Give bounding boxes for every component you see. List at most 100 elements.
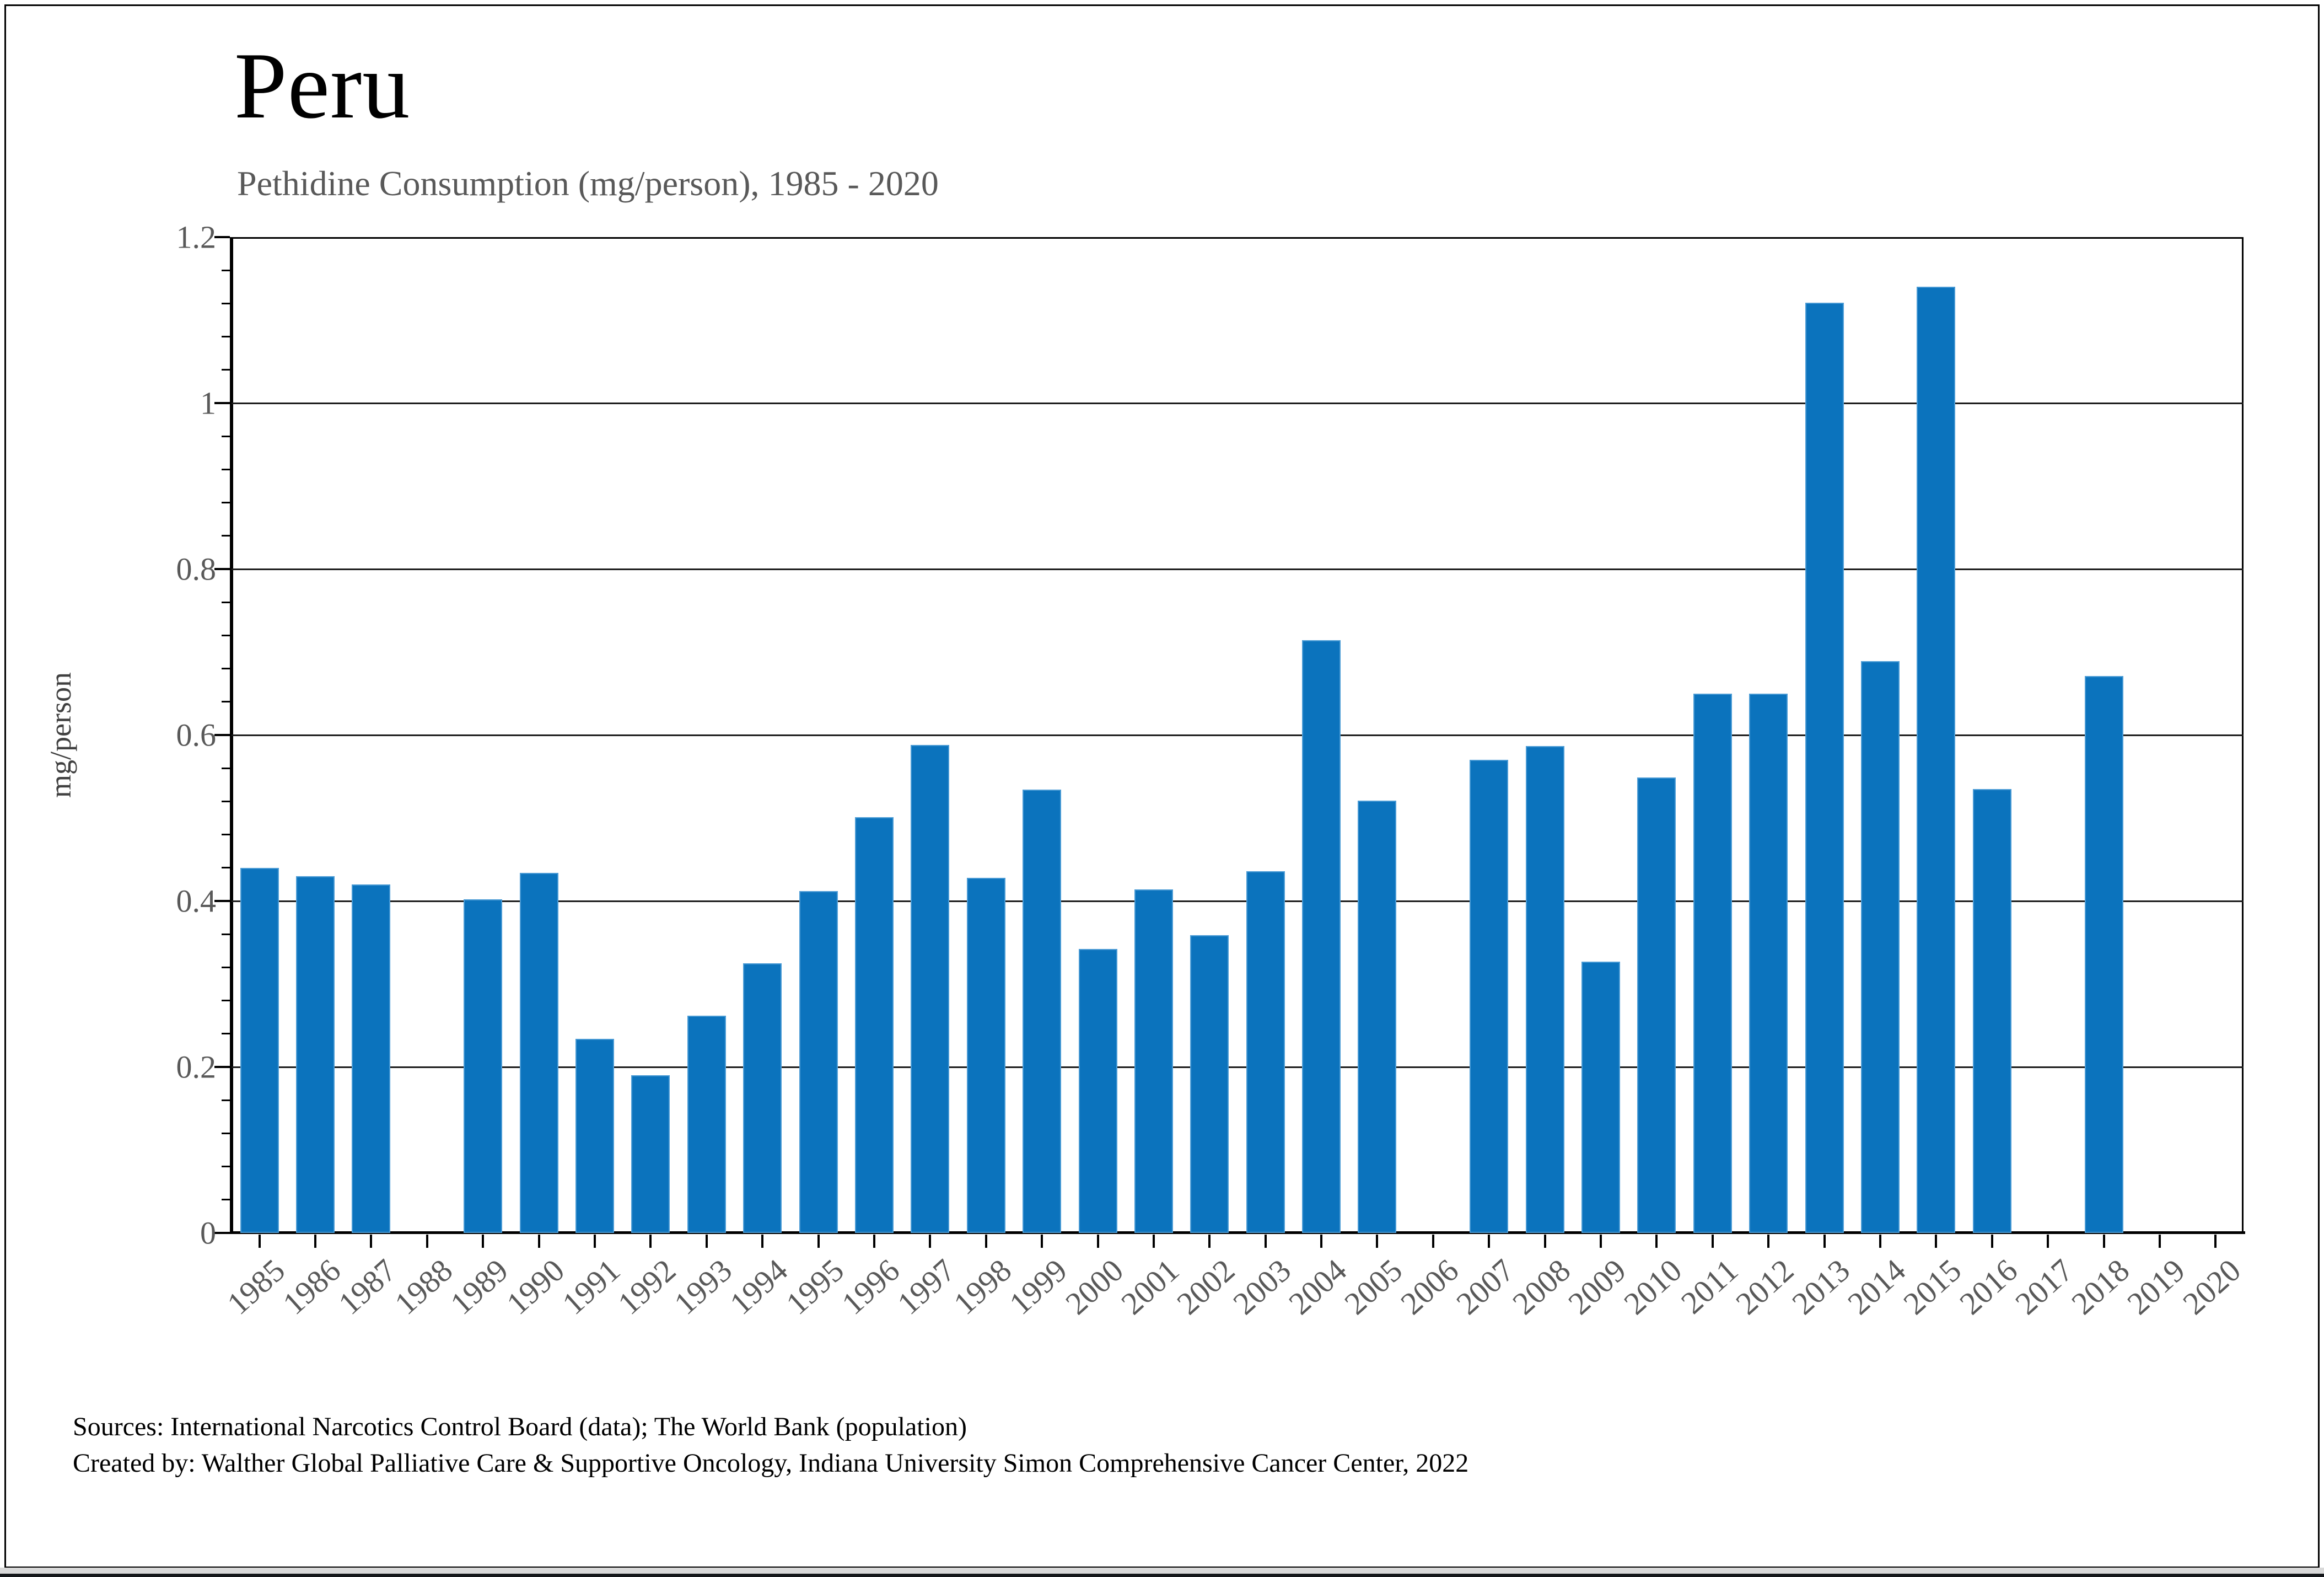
- bar-2003: [1246, 871, 1285, 1233]
- x-tick-2006: [1432, 1235, 1434, 1248]
- x-tick-label-2005: 2005: [1337, 1252, 1410, 1322]
- bar-1989: [464, 899, 503, 1233]
- x-tick-2011: [1711, 1235, 1714, 1248]
- bar-1991: [575, 1038, 615, 1233]
- x-tick-label-2004: 2004: [1282, 1252, 1354, 1322]
- x-tick-2000: [1096, 1235, 1099, 1248]
- x-tick-label-1991: 1991: [555, 1252, 627, 1322]
- y-minor-tick: [222, 1099, 230, 1101]
- x-tick-2001: [1152, 1235, 1155, 1248]
- bar-1997: [911, 745, 950, 1233]
- x-tick-label-1998: 1998: [946, 1252, 1018, 1322]
- y-minor-tick: [222, 1033, 230, 1035]
- y-major-tick: [214, 402, 230, 404]
- bar-2011: [1693, 693, 1732, 1233]
- y-tick-label: 0.2: [176, 1049, 217, 1085]
- y-tick-label: 0: [200, 1215, 216, 1251]
- x-tick-label-2006: 2006: [1394, 1252, 1466, 1322]
- chart-subtitle: Pethidine Consumption (mg/person), 1985 …: [237, 164, 939, 203]
- y-minor-tick: [222, 369, 230, 371]
- bottom-edge: [0, 1574, 2324, 1577]
- x-tick-2005: [1376, 1235, 1379, 1248]
- x-tick-label-2002: 2002: [1170, 1252, 1242, 1322]
- x-axis-line: [230, 1231, 2245, 1234]
- bar-1987: [352, 884, 391, 1233]
- x-tick-1987: [370, 1235, 373, 1248]
- x-tick-2017: [2047, 1235, 2049, 1248]
- bar-1996: [854, 817, 894, 1233]
- x-tick-2014: [1879, 1235, 1881, 1248]
- y-major-tick: [214, 1066, 230, 1068]
- y-major-tick: [214, 734, 230, 736]
- x-tick-label-2007: 2007: [1449, 1252, 1521, 1322]
- bar-2005: [1358, 800, 1397, 1233]
- x-tick-2019: [2158, 1235, 2161, 1248]
- y-minor-tick: [222, 867, 230, 869]
- x-tick-label-1988: 1988: [388, 1252, 460, 1322]
- y-minor-tick: [222, 302, 230, 304]
- x-tick-2012: [1767, 1235, 1770, 1248]
- y-minor-tick: [222, 269, 230, 271]
- bar-2002: [1190, 935, 1229, 1233]
- x-tick-label-2009: 2009: [1561, 1252, 1633, 1322]
- x-tick-1992: [649, 1235, 652, 1248]
- bar-2007: [1470, 760, 1509, 1233]
- bar-2016: [1972, 788, 2011, 1233]
- gridline-0.6: [232, 734, 2244, 736]
- x-tick-2013: [1823, 1235, 1826, 1248]
- bottom-strip: [0, 1568, 2324, 1574]
- y-minor-tick: [222, 1166, 230, 1168]
- x-tick-2020: [2214, 1235, 2217, 1248]
- bar-2015: [1917, 287, 1956, 1233]
- x-tick-2003: [1264, 1235, 1267, 1248]
- x-tick-label-2018: 2018: [2064, 1252, 2136, 1322]
- x-tick-1986: [314, 1235, 317, 1248]
- x-tick-1991: [594, 1235, 596, 1248]
- x-tick-label-2010: 2010: [1617, 1252, 1689, 1322]
- bar-2009: [1581, 961, 1621, 1233]
- x-tick-label-2017: 2017: [2008, 1252, 2080, 1322]
- y-minor-tick: [222, 834, 230, 836]
- x-tick-2009: [1600, 1235, 1602, 1248]
- bar-2004: [1302, 640, 1341, 1233]
- x-tick-1990: [537, 1235, 540, 1248]
- x-tick-1997: [929, 1235, 932, 1248]
- bar-2012: [1749, 693, 1788, 1233]
- x-tick-2008: [1543, 1235, 1546, 1248]
- bar-2014: [1860, 661, 1900, 1233]
- x-tick-label-1996: 1996: [835, 1252, 907, 1322]
- x-tick-1989: [482, 1235, 485, 1248]
- x-tick-label-1990: 1990: [499, 1252, 571, 1322]
- bar-1986: [296, 876, 335, 1233]
- x-tick-label-2015: 2015: [1896, 1252, 1968, 1322]
- y-minor-tick: [222, 601, 230, 603]
- y-minor-tick: [222, 933, 230, 935]
- x-tick-1999: [1041, 1235, 1043, 1248]
- y-minor-tick: [222, 502, 230, 504]
- x-tick-2002: [1208, 1235, 1211, 1248]
- bar-2010: [1637, 777, 1676, 1233]
- x-tick-label-1993: 1993: [667, 1252, 739, 1322]
- y-minor-tick: [222, 634, 230, 636]
- x-tick-2015: [1935, 1235, 1938, 1248]
- x-tick-label-2013: 2013: [1785, 1252, 1857, 1322]
- bar-2013: [1805, 302, 1844, 1233]
- x-tick-label-2008: 2008: [1505, 1252, 1577, 1322]
- y-minor-tick: [222, 468, 230, 470]
- x-tick-2004: [1320, 1235, 1323, 1248]
- bar-1992: [631, 1075, 670, 1233]
- x-tick-label-1999: 1999: [1002, 1252, 1074, 1322]
- y-tick-label: 0.6: [176, 717, 217, 753]
- x-tick-label-1986: 1986: [276, 1252, 348, 1322]
- x-tick-2018: [2102, 1235, 2105, 1248]
- credit-line: Created by: Walther Global Palliative Ca…: [73, 1449, 1469, 1478]
- bar-1999: [1023, 790, 1062, 1233]
- x-tick-1985: [258, 1235, 261, 1248]
- y-minor-tick: [222, 435, 230, 437]
- x-tick-2007: [1488, 1235, 1491, 1248]
- y-tick-label: 1: [200, 385, 216, 421]
- y-minor-tick: [222, 966, 230, 968]
- sources-line: Sources: International Narcotics Control…: [73, 1412, 967, 1441]
- x-tick-1998: [985, 1235, 987, 1248]
- y-minor-tick: [222, 701, 230, 703]
